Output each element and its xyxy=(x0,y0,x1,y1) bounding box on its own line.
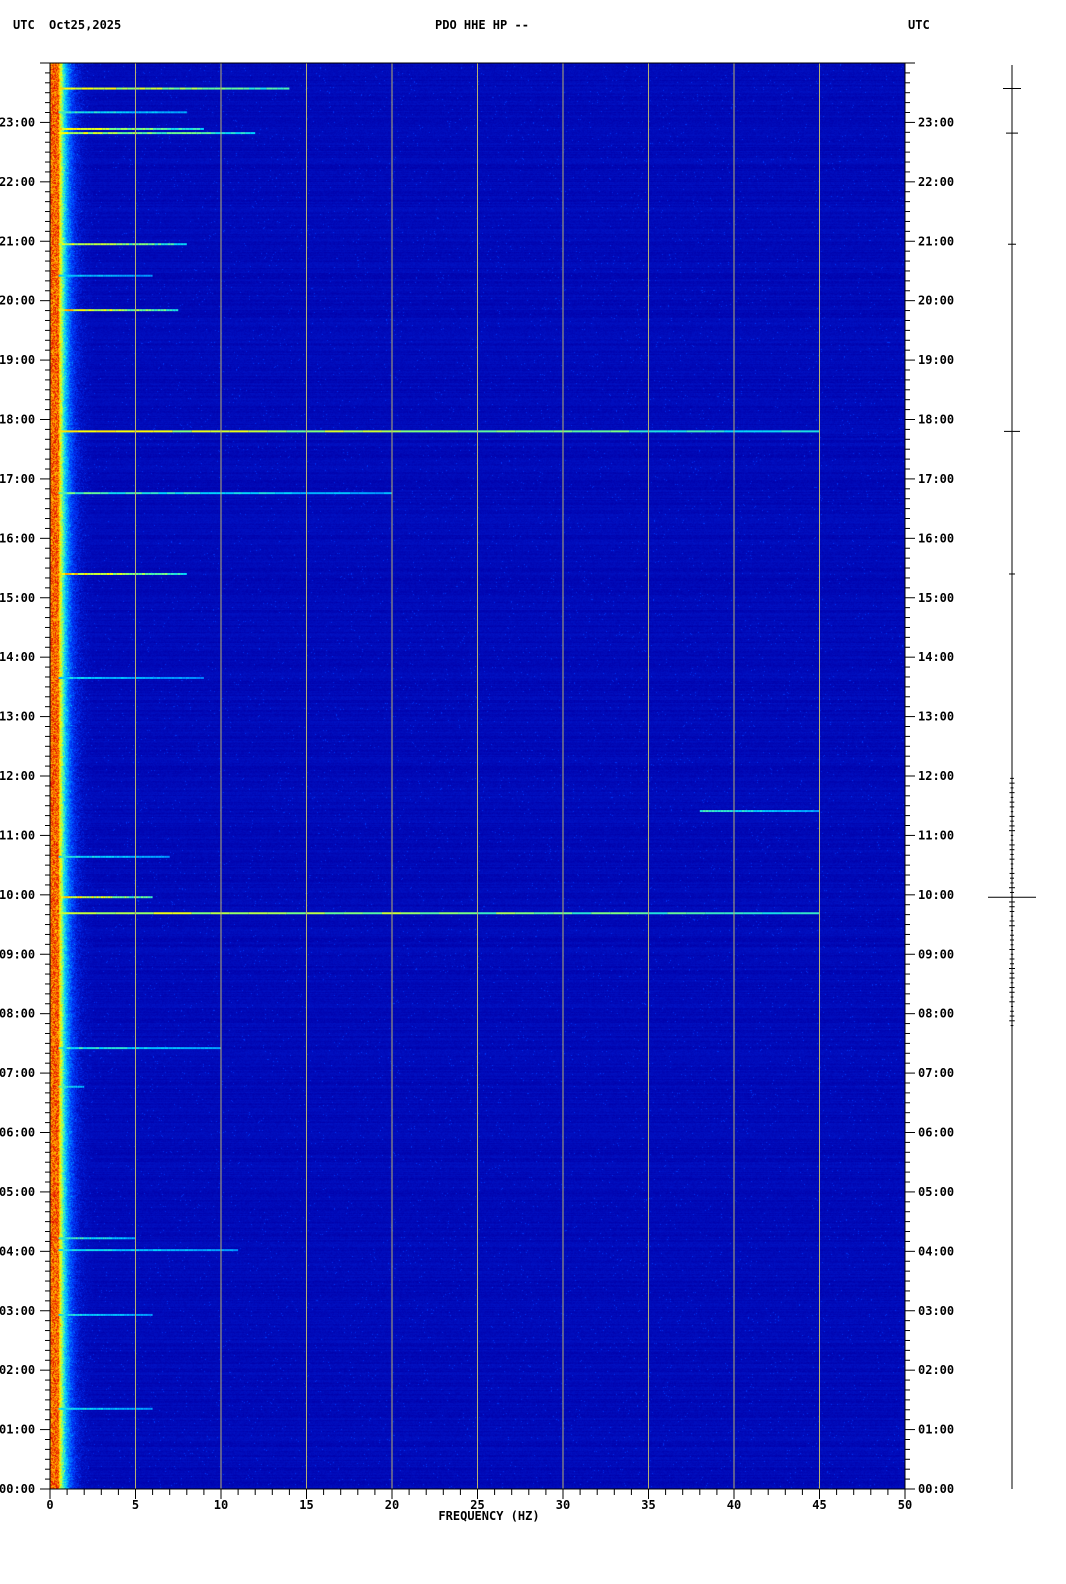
left-y-tick-label: 22:00 xyxy=(0,175,35,189)
x-tick-label: 15 xyxy=(299,1498,313,1512)
right-y-tick-label: 16:00 xyxy=(918,531,954,545)
left-y-tick-label: 02:00 xyxy=(0,1363,35,1377)
left-y-tick-label: 13:00 xyxy=(0,710,35,724)
right-y-tick-label: 14:00 xyxy=(918,650,954,664)
left-y-tick-label: 06:00 xyxy=(0,1126,35,1140)
x-tick-label: 5 xyxy=(132,1498,139,1512)
left-y-tick-label: 17:00 xyxy=(0,472,35,486)
left-y-tick-label: 18:00 xyxy=(0,413,35,427)
x-tick-label: 20 xyxy=(385,1498,399,1512)
right-y-tick-label: 10:00 xyxy=(918,888,954,902)
left-y-tick-label: 04:00 xyxy=(0,1244,35,1258)
right-y-tick-label: 09:00 xyxy=(918,947,954,961)
x-tick-label: 45 xyxy=(812,1498,826,1512)
left-y-tick-label: 14:00 xyxy=(0,650,35,664)
right-y-tick-label: 07:00 xyxy=(918,1066,954,1080)
left-y-tick-label: 03:00 xyxy=(0,1304,35,1318)
left-y-tick-label: 19:00 xyxy=(0,353,35,367)
right-y-tick-label: 19:00 xyxy=(918,353,954,367)
x-axis-label: FREQUENCY (HZ) xyxy=(438,1509,539,1523)
left-y-tick-label: 23:00 xyxy=(0,115,35,129)
right-y-tick-label: 15:00 xyxy=(918,591,954,605)
right-y-tick-label: 02:00 xyxy=(918,1363,954,1377)
left-y-tick-label: 20:00 xyxy=(0,294,35,308)
right-y-tick-label: 22:00 xyxy=(918,175,954,189)
x-tick-label: 40 xyxy=(727,1498,741,1512)
left-y-tick-label: 21:00 xyxy=(0,234,35,248)
left-y-tick-label: 11:00 xyxy=(0,828,35,842)
right-y-tick-label: 06:00 xyxy=(918,1126,954,1140)
right-y-tick-label: 01:00 xyxy=(918,1423,954,1437)
left-y-tick-label: 07:00 xyxy=(0,1066,35,1080)
right-y-tick-label: 03:00 xyxy=(918,1304,954,1318)
left-y-tick-label: 05:00 xyxy=(0,1185,35,1199)
x-tick-label: 0 xyxy=(46,1498,53,1512)
x-tick-label: 30 xyxy=(556,1498,570,1512)
left-y-tick-label: 00:00 xyxy=(0,1482,35,1496)
x-tick-label: 50 xyxy=(898,1498,912,1512)
right-y-tick-label: 17:00 xyxy=(918,472,954,486)
left-y-tick-label: 08:00 xyxy=(0,1007,35,1021)
right-y-tick-label: 05:00 xyxy=(918,1185,954,1199)
right-y-tick-label: 21:00 xyxy=(918,234,954,248)
left-y-tick-label: 09:00 xyxy=(0,947,35,961)
x-tick-label: 35 xyxy=(641,1498,655,1512)
left-y-tick-label: 15:00 xyxy=(0,591,35,605)
right-y-tick-label: 00:00 xyxy=(918,1482,954,1496)
left-y-tick-label: 10:00 xyxy=(0,888,35,902)
left-y-tick-label: 01:00 xyxy=(0,1423,35,1437)
right-y-tick-label: 18:00 xyxy=(918,413,954,427)
left-y-tick-label: 16:00 xyxy=(0,531,35,545)
right-y-tick-label: 23:00 xyxy=(918,115,954,129)
left-y-tick-label: 12:00 xyxy=(0,769,35,783)
seismogram-trace xyxy=(988,65,1036,1489)
right-y-tick-label: 11:00 xyxy=(918,828,954,842)
right-y-tick-label: 04:00 xyxy=(918,1244,954,1258)
x-tick-label: 10 xyxy=(214,1498,228,1512)
right-y-tick-label: 08:00 xyxy=(918,1007,954,1021)
right-y-tick-label: 12:00 xyxy=(918,769,954,783)
right-y-tick-label: 13:00 xyxy=(918,710,954,724)
right-y-tick-label: 20:00 xyxy=(918,294,954,308)
